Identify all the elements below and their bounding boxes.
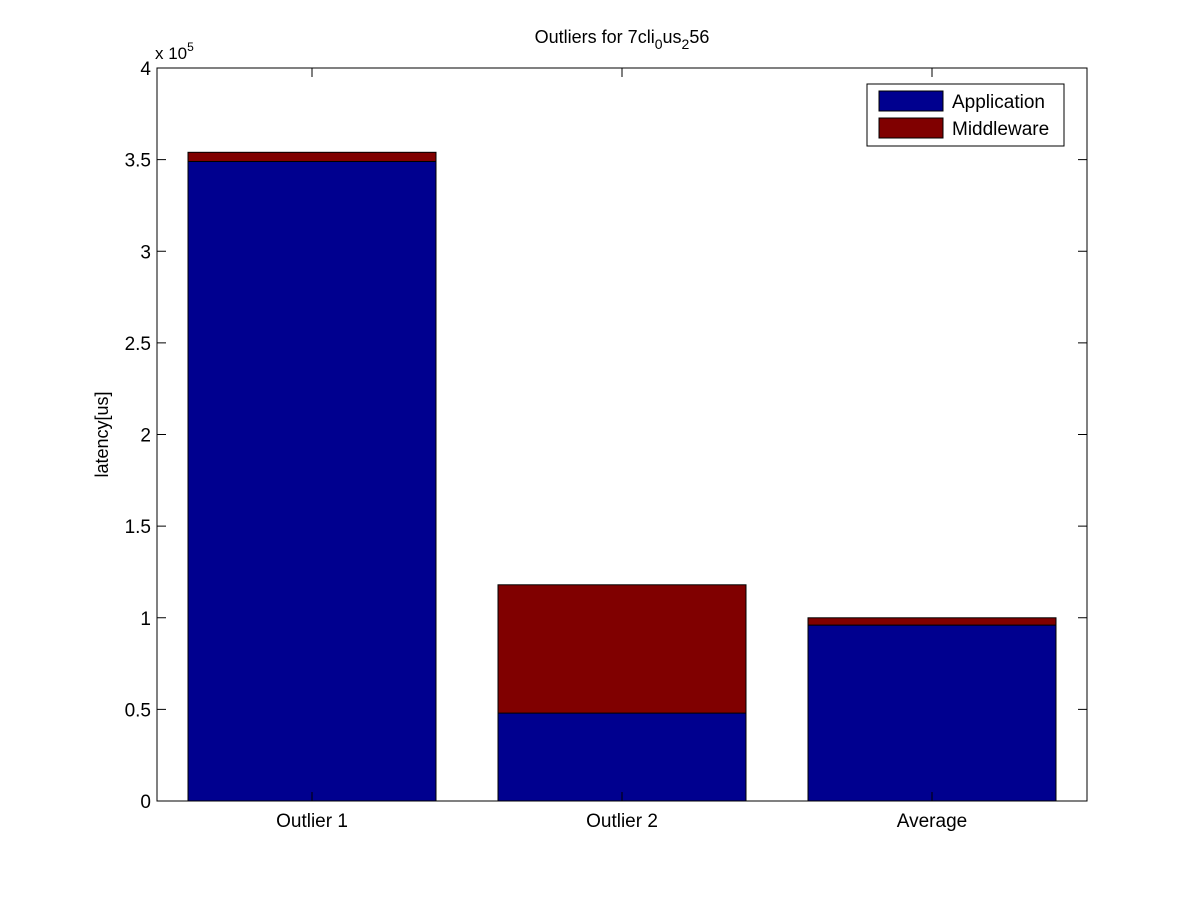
y-tick-label: 0.5 — [125, 700, 151, 721]
y-tick-label: 1 — [140, 609, 151, 630]
legend-swatch-application — [878, 90, 944, 112]
bar-middleware-average — [807, 617, 1057, 626]
x-tick-label: Outlier 2 — [586, 811, 658, 832]
legend-swatch-middleware — [878, 117, 944, 139]
y-tick-label: 2 — [140, 426, 151, 447]
y-tick-label: 4 — [140, 59, 151, 80]
legend-label-application: Application — [952, 92, 1045, 113]
y-tick-label: 3.5 — [125, 151, 151, 172]
y-tick-label: 0 — [140, 792, 151, 813]
x-tick-label: Average — [897, 811, 967, 832]
legend-label-middleware: Middleware — [952, 119, 1049, 140]
bar-middleware-outlier-1 — [187, 151, 437, 163]
bar-application-outlier-2 — [497, 712, 747, 802]
bar-application-average — [807, 624, 1057, 802]
x-tick-label: Outlier 1 — [276, 811, 348, 832]
bar-application-outlier-1 — [187, 161, 437, 802]
y-axis-exponent: x 105 — [155, 40, 194, 63]
bar-middleware-outlier-2 — [497, 584, 747, 714]
y-tick-label: 1.5 — [125, 517, 151, 538]
y-tick-label: 2.5 — [125, 334, 151, 355]
chart-title: Outliers for 7cli0us256 — [535, 27, 710, 52]
y-axis-label: latency[us] — [92, 391, 112, 477]
y-tick-label: 3 — [140, 242, 151, 263]
